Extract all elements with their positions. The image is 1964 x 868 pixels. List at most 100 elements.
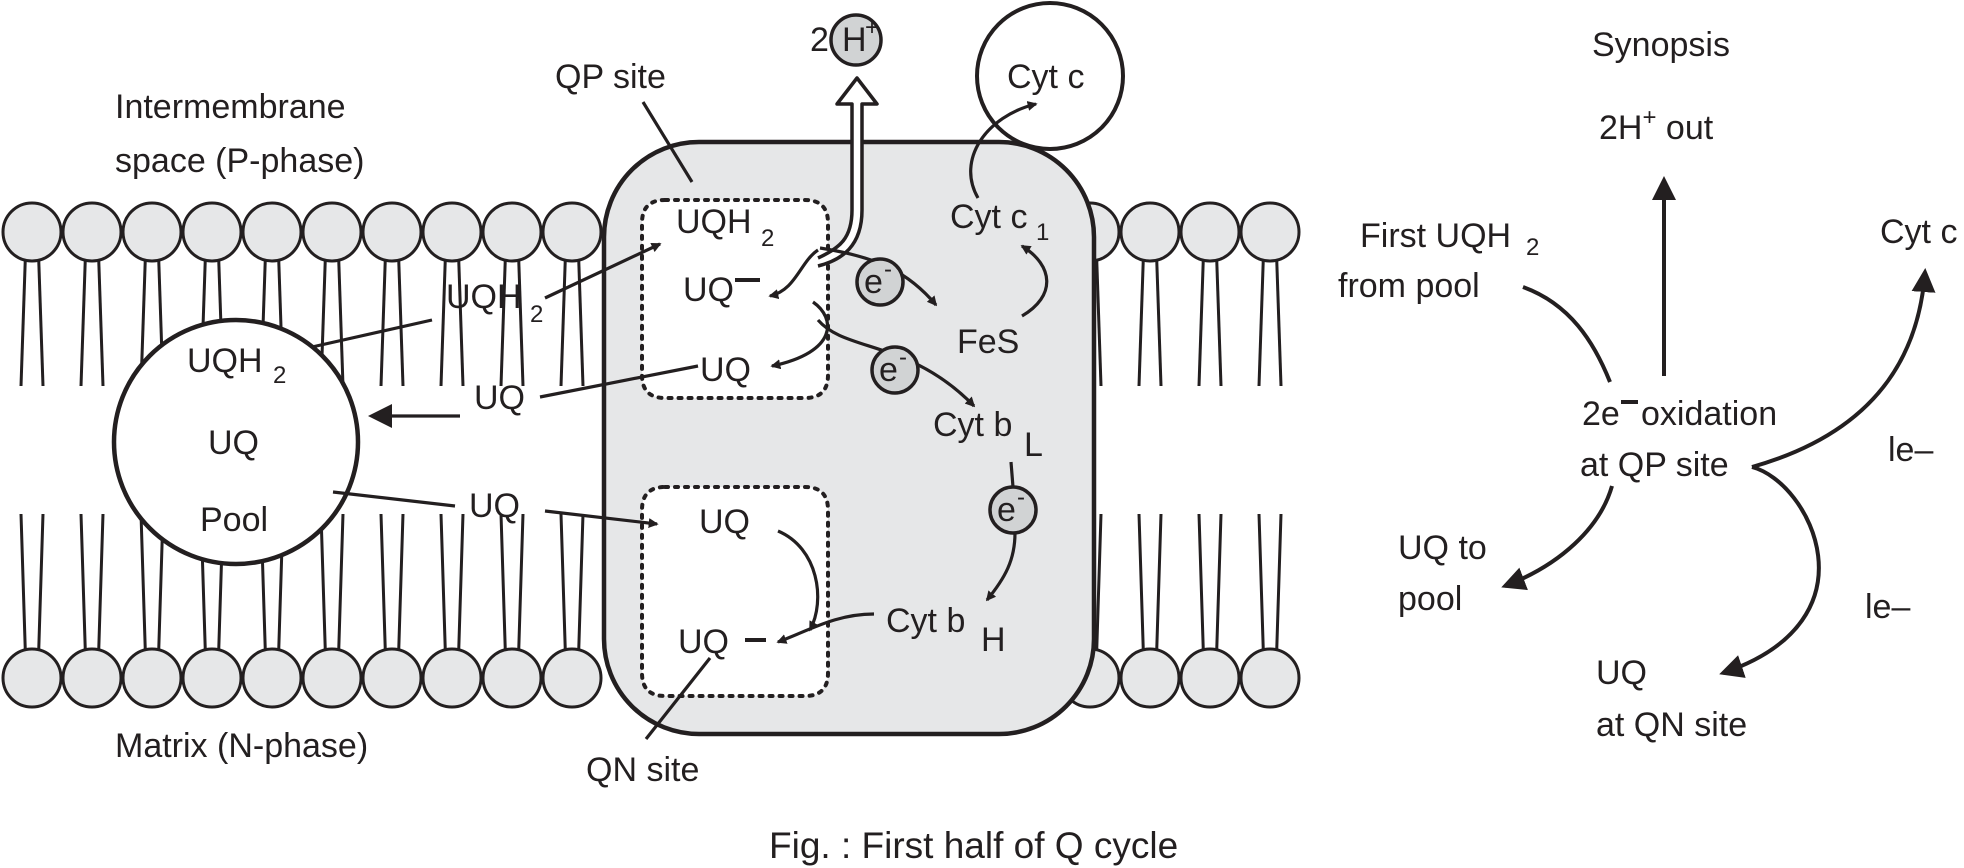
cyt-c1-sub: 1 (1036, 219, 1049, 246)
lipid-tail (337, 255, 345, 387)
qn-site-leader (644, 657, 712, 740)
lipid-tail (1257, 513, 1265, 655)
lipid-tail (1197, 513, 1205, 655)
electron-bubble-fes (855, 257, 905, 307)
synopsis-cyt-c-arrow (1751, 268, 1936, 469)
qn-uq-radical: UQ (678, 623, 729, 661)
synopsis-le-upper: le– (1888, 431, 1933, 469)
lipid-tail (79, 513, 87, 655)
lipid-head (61, 647, 123, 709)
synopsis-center-line2: at QP site (1580, 446, 1729, 484)
synopsis-center-line1: 2e (1582, 395, 1620, 433)
lipid-head (1, 647, 63, 709)
synopsis-cyt-c: Cyt c (1880, 213, 1957, 251)
synopsis-qn-arrow (1719, 465, 1821, 678)
lipid-tail (499, 255, 507, 387)
proton-charge: + (865, 14, 879, 41)
lipid-head (361, 647, 423, 709)
lipid-tail (1257, 255, 1265, 387)
lipid-tail (457, 513, 465, 655)
qp-oxidation-arrow (768, 248, 819, 299)
synopsis-uq-qn-line1: UQ (1596, 654, 1647, 692)
synopsis-protons-out: 2H+ out (1599, 104, 1714, 147)
lipid-tail (577, 255, 585, 387)
qn-site-label: QN site (586, 751, 699, 789)
qn-reduction-arrow (777, 529, 820, 632)
lipid-tail (1095, 513, 1103, 655)
transit-uq-out: UQ (474, 379, 525, 417)
synopsis-first-uqh2-connector (1522, 285, 1612, 383)
lipid-head (61, 201, 123, 263)
lipid-tail (439, 255, 447, 387)
lipid-tail (37, 513, 45, 655)
synopsis-le-lower: le– (1865, 588, 1910, 626)
cyt-bh-label: Cyt b (886, 602, 965, 640)
lipid-tail (517, 255, 525, 387)
synopsis-uq-qn-line2: at QN site (1596, 706, 1747, 744)
lipid-head (421, 647, 483, 709)
lipid-head (1119, 201, 1181, 263)
lipid-tail (517, 513, 525, 655)
lipid-head (1179, 647, 1241, 709)
proton-circle (829, 13, 883, 67)
proton-coefficient: 2 (810, 21, 829, 59)
synopsis-first-uqh2-line2: from pool (1338, 267, 1480, 305)
synopsis-first-uqh2-sub: 2 (1526, 234, 1539, 261)
lipid-tail (457, 255, 465, 387)
lipid-tail (97, 255, 105, 387)
electron-bubble-fes-label: e (864, 263, 883, 301)
lipid-head (241, 201, 303, 263)
lipid-head (301, 201, 363, 263)
lipid-tail (397, 513, 405, 655)
electron-bubble-fes-charge: - (884, 256, 892, 283)
lipid-tail (1215, 255, 1223, 387)
electron-bubble-cytbl (870, 345, 920, 395)
lipid-tail (19, 255, 27, 387)
lipid-tail (1137, 255, 1145, 387)
lipid-tail (499, 513, 507, 655)
electron-bubble-cytbh-charge: - (1017, 484, 1025, 511)
synopsis-center-oxidation: oxidation (1641, 395, 1777, 433)
transit-uqh2-sub: 2 (530, 301, 543, 328)
lipid-head (421, 201, 483, 263)
synopsis-uq-to-pool-line1: UQ to (1398, 529, 1487, 567)
lipid-tail (379, 513, 387, 655)
qn-uq: UQ (699, 503, 750, 541)
lipid-head (1239, 647, 1301, 709)
lipid-tail (139, 513, 147, 655)
pool-label: Pool (200, 501, 268, 539)
lipid-tail (19, 513, 27, 655)
lipid-tail (1137, 513, 1145, 655)
lipid-tail (397, 255, 405, 387)
intermembrane-label-line1: Intermembrane (115, 88, 346, 126)
qp-to-uq-arrow (770, 300, 830, 370)
electron-to-cyt-bh-arrow (985, 532, 1017, 602)
lipid-tail (577, 513, 585, 655)
lipid-head (541, 647, 603, 709)
pool-to-transit-uq-line (332, 490, 456, 508)
lipid-head (121, 201, 183, 263)
transit-uqh2-to-qp-arrow (544, 242, 662, 300)
lipid-tail (559, 255, 567, 387)
pool-to-transit-uqh2-line (311, 318, 433, 349)
fes-label: FeS (957, 323, 1019, 361)
electron-bubble-cytbl-charge: - (899, 344, 907, 371)
lipid-head (1239, 201, 1301, 263)
lipid-head (181, 201, 243, 263)
lipid-tail (559, 513, 567, 655)
qp-uq-to-transit-line (539, 364, 699, 399)
synopsis-uq-to-pool-line2: pool (1398, 580, 1462, 618)
transit-uqh2: UQH (446, 278, 522, 316)
lipid-tail (1197, 255, 1205, 387)
synopsis-title: Synopsis (1592, 26, 1730, 64)
lipid-head (1179, 201, 1241, 263)
electron-bubble-cytbl-label: e (879, 351, 898, 389)
proton-ion: H (842, 21, 867, 59)
lipid-tail (1275, 255, 1283, 387)
transit-uq-to-qn-arrow (544, 509, 659, 529)
qp-site-label: QP site (555, 58, 666, 96)
lipid-tail (379, 255, 387, 387)
lipid-head (181, 647, 243, 709)
lipid-head (1119, 647, 1181, 709)
